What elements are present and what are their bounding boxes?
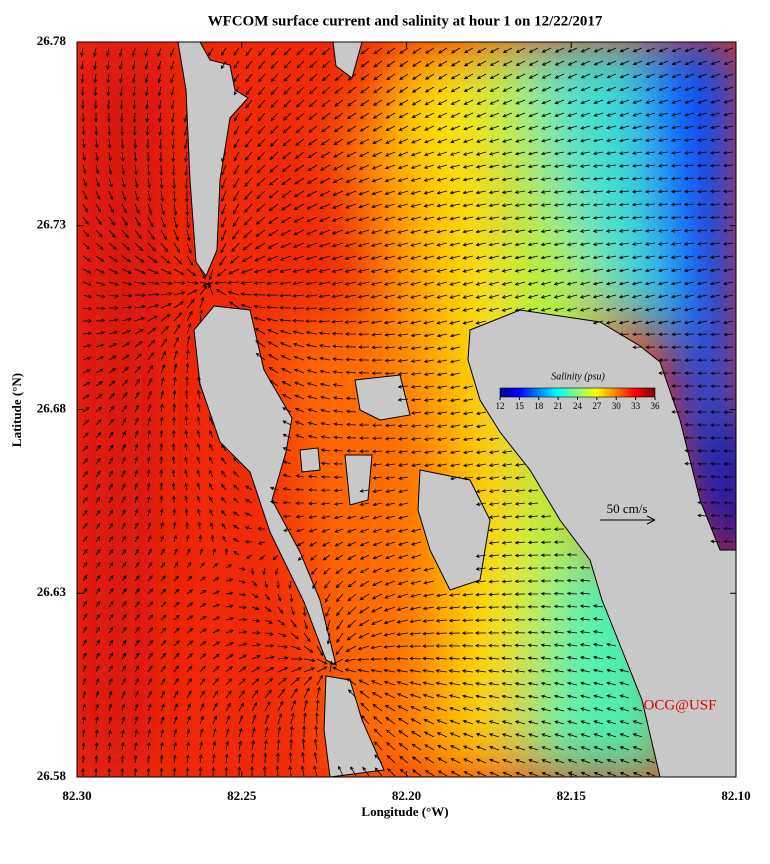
x-axis-label: Longitude (°W) [361, 804, 448, 819]
colorbar-tick-label: 21 [554, 401, 563, 411]
y-tick-label: 26.63 [37, 584, 67, 599]
x-tick-label: 82.25 [227, 788, 257, 803]
colorbar-tick-label: 12 [496, 401, 505, 411]
current-vectors [80, 47, 734, 777]
island [332, 42, 363, 79]
x-tick-label: 82.30 [62, 788, 91, 803]
map-title: WFCOM surface current and salinity at ho… [208, 13, 603, 29]
x-tick-label: 82.15 [557, 788, 587, 803]
island [323, 675, 385, 777]
y-tick-label: 26.73 [37, 217, 67, 232]
colorbar-tick-label: 36 [651, 401, 661, 411]
island [177, 42, 249, 278]
colorbar-tick-label: 15 [515, 401, 525, 411]
island [354, 374, 411, 421]
current-arrows [80, 47, 734, 777]
scale-arrow: 50 cm/s [600, 501, 656, 525]
y-tick-label: 26.68 [37, 400, 67, 415]
colorbar-title: Salinity (psu) [551, 371, 605, 382]
colorbar-tick-label: 33 [631, 401, 641, 411]
colorbar-tick-label: 18 [534, 401, 544, 411]
island [344, 454, 373, 506]
island [417, 469, 491, 591]
mainland [467, 309, 736, 777]
colorbar-tick-label: 24 [573, 401, 583, 411]
land [177, 42, 736, 777]
y-tick-label: 26.78 [37, 33, 67, 48]
credit: OCG@USF [643, 697, 716, 713]
x-tick-label: 82.20 [392, 788, 421, 803]
scale-arrow-head [646, 515, 656, 525]
y-tick-label: 26.58 [37, 768, 67, 783]
colorbar-scale [499, 387, 656, 398]
colorbar-tick-label: 30 [612, 401, 622, 411]
x-tick-label: 82.10 [721, 788, 750, 803]
scale-label: 50 cm/s [607, 501, 648, 516]
island [193, 305, 337, 666]
y-axis-label: Latitude (°N) [9, 373, 24, 447]
island [299, 447, 321, 473]
colorbar-tick-label: 27 [592, 401, 602, 411]
